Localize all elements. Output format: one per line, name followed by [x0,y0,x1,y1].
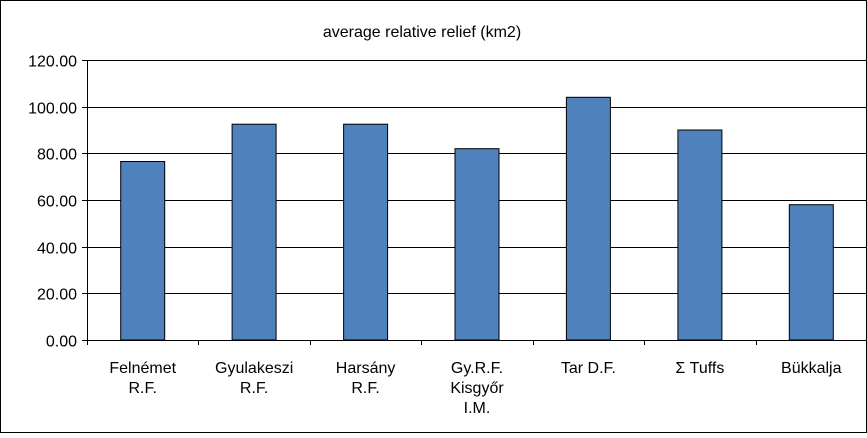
bars [120,96,834,341]
x-tick-label: Bükkalja [781,360,842,377]
y-tick-label: 40.00 [37,241,77,258]
y-tick-label: 100.00 [28,101,77,118]
y-tick-label: 120.00 [28,54,77,71]
bar [677,129,723,341]
chart-title: average relative relief (km2) [323,24,521,41]
bar [454,148,500,341]
x-axis-labels: Felnémet R.F. Gyulakeszi R.F. Harsány R.F. Gy.… [109,360,841,417]
x-tick-label: Tar D.F. [561,360,616,377]
y-axis-ticks: 0.00 20.00 40.00 60.00 80.00 100.00 120.00 [28,54,77,351]
bar [565,96,611,341]
y-tick-label: 20.00 [37,287,77,304]
gridlines [87,60,867,294]
bar [343,123,389,341]
bar [788,204,834,341]
x-tick-label: Felnémet R.F. [109,360,176,397]
x-tick-label: Gyulakeszi R.F. [215,360,293,397]
bar [120,161,166,341]
x-tick-label: Gy.R.F. Kisgyőr I.M. [450,360,504,417]
x-tick-label: Harsány R.F. [336,360,396,397]
y-tick-label: 0.00 [46,334,77,351]
bar [231,123,277,341]
x-tick-label: Σ Tuffs [675,360,724,377]
y-tick-label: 60.00 [37,194,77,211]
y-tick-label: 80.00 [37,147,77,164]
